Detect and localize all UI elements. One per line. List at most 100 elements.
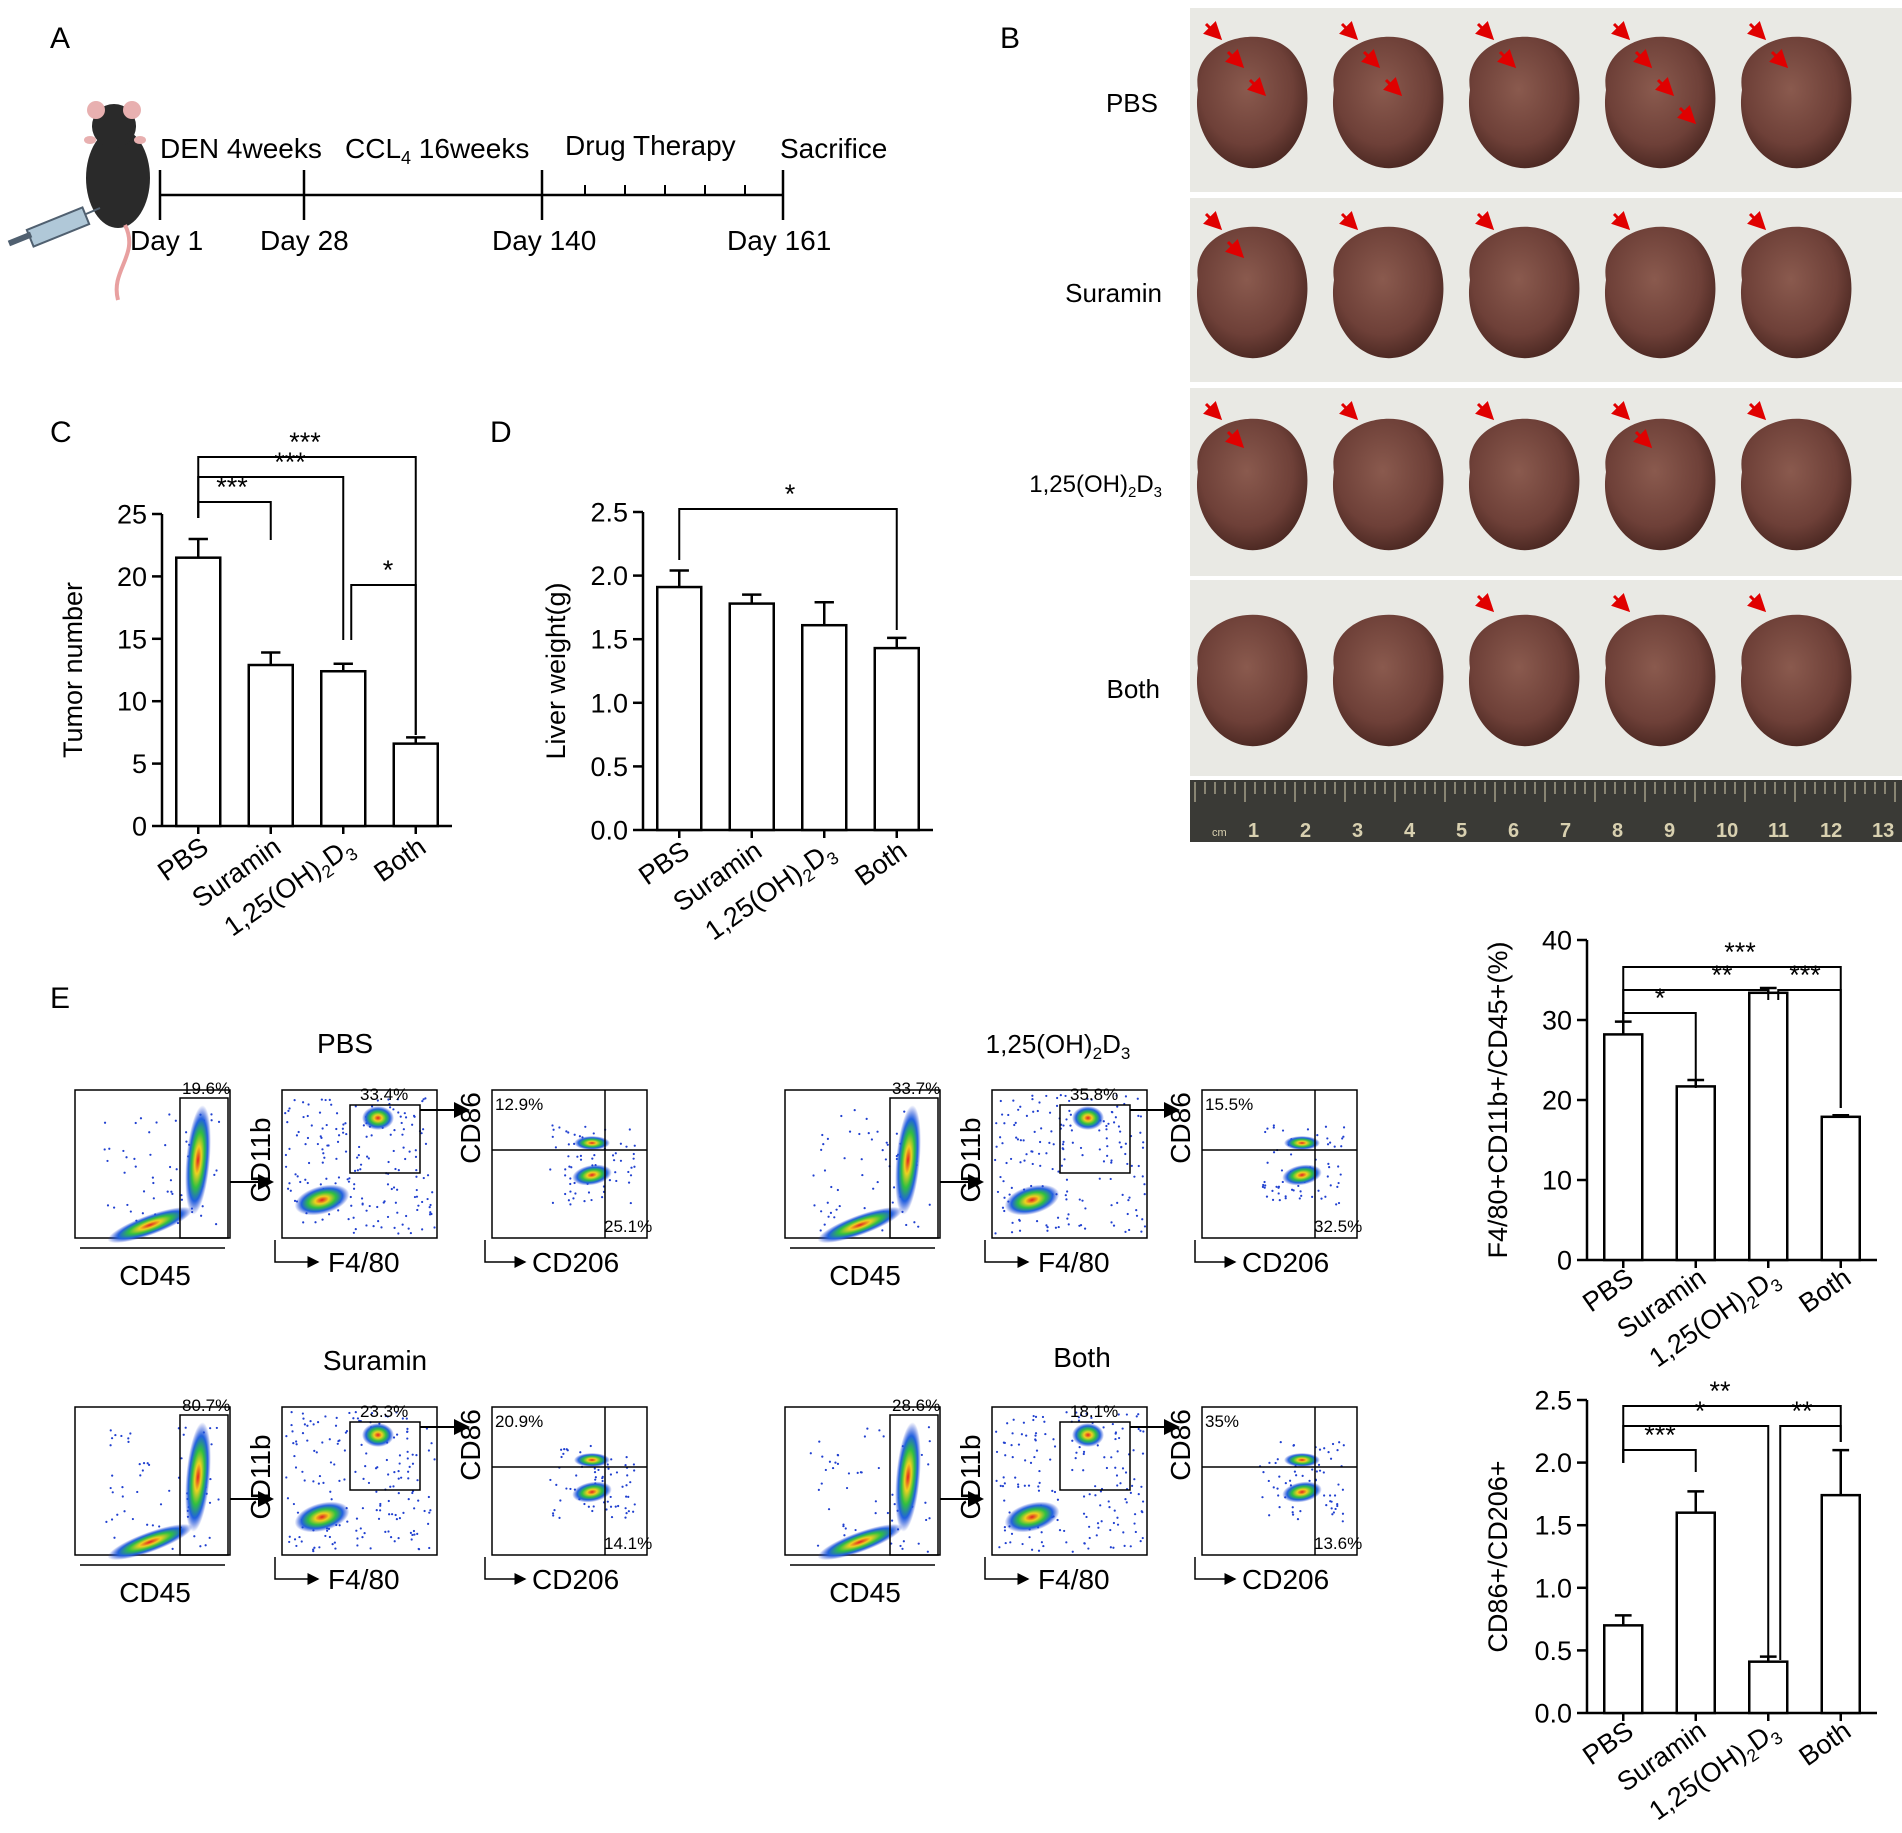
event-dot <box>1137 1114 1140 1117</box>
cd11b-axis-label: CD11b <box>955 1434 986 1519</box>
event-dot <box>318 1111 322 1114</box>
event-dot <box>113 1206 116 1209</box>
event-dot <box>184 1426 187 1429</box>
event-dot <box>108 1147 111 1150</box>
event-dot <box>336 1442 339 1445</box>
event-dot <box>1129 1545 1132 1548</box>
event-dot <box>1037 1152 1041 1155</box>
event-dot <box>1261 1496 1264 1499</box>
event-dot <box>393 1540 396 1543</box>
event-dot <box>1120 1146 1123 1149</box>
event-dot <box>106 1204 110 1207</box>
event-dot <box>822 1143 825 1146</box>
event-dot <box>389 1106 392 1109</box>
event-dot <box>379 1504 382 1507</box>
event-dot <box>1277 1185 1281 1188</box>
event-dot <box>1266 1161 1269 1164</box>
event-dot <box>826 1201 829 1204</box>
event-dot <box>579 1158 583 1161</box>
event-dot <box>1065 1541 1068 1544</box>
event-dot <box>609 1495 612 1499</box>
event-dot <box>348 1177 351 1180</box>
event-dot <box>927 1426 931 1429</box>
tumor-arrow <box>1225 429 1245 449</box>
event-dot <box>1316 1134 1319 1137</box>
event-dot <box>885 1141 888 1144</box>
event-dot <box>109 1486 112 1490</box>
event-dot <box>415 1195 419 1198</box>
density-cluster <box>1004 1501 1060 1533</box>
event-dot <box>831 1466 835 1470</box>
event-dot <box>406 1427 409 1430</box>
event-dot <box>1049 1458 1052 1461</box>
event-dot <box>333 1463 336 1466</box>
event-dot <box>361 1203 364 1206</box>
event-dot <box>1281 1180 1284 1184</box>
event-dot <box>1126 1162 1129 1166</box>
event-dot <box>1038 1469 1041 1473</box>
significance-label: ** <box>1709 1376 1731 1406</box>
event-dot <box>593 1467 596 1470</box>
event-dot <box>1318 1469 1322 1472</box>
y-tick-label: 0 <box>1557 1245 1572 1275</box>
event-dot <box>1032 1110 1035 1113</box>
event-dot <box>313 1546 316 1549</box>
significance-bracket <box>350 584 417 735</box>
event-dot <box>1099 1490 1103 1493</box>
event-dot <box>182 1433 185 1436</box>
event-dot <box>994 1232 997 1235</box>
cd86-plot <box>1201 1089 1358 1239</box>
event-dot <box>321 1127 324 1130</box>
event-dot <box>329 1461 333 1464</box>
event-dot <box>406 1430 409 1433</box>
event-dot <box>401 1417 404 1420</box>
event-dot <box>151 1176 154 1179</box>
event-dot <box>1075 1411 1078 1414</box>
event-dot <box>627 1170 630 1174</box>
bar <box>801 623 848 832</box>
event-dot <box>390 1513 394 1516</box>
event-dot <box>899 1544 902 1548</box>
cd86-axis-label: CD86 <box>1165 1409 1196 1481</box>
tumor-arrow <box>1475 401 1495 421</box>
event-dot <box>619 1142 622 1145</box>
event-dot <box>612 1159 616 1162</box>
liver-specimen <box>1196 226 1308 359</box>
event-dot <box>1002 1476 1005 1479</box>
significance-label: *** <box>274 447 306 477</box>
event-dot <box>344 1150 348 1153</box>
event-dot <box>324 1098 327 1102</box>
event-dot <box>364 1465 367 1468</box>
event-dot <box>996 1190 1000 1194</box>
event-dot <box>902 1540 905 1543</box>
event-dot <box>823 1169 827 1172</box>
event-dot <box>1263 1180 1266 1184</box>
event-dot <box>1067 1213 1070 1216</box>
y-tick-label: 1.0 <box>1534 1573 1572 1603</box>
event-dot <box>617 1504 620 1508</box>
event-dot <box>116 1513 119 1516</box>
liver-specimen <box>1740 418 1852 551</box>
flow-group-title-part: 3 <box>1121 1044 1130 1063</box>
cd86-axis-label: CD86 <box>1165 1092 1196 1164</box>
event-dot <box>397 1477 400 1480</box>
event-dot <box>392 1149 395 1153</box>
event-dot <box>625 1145 628 1148</box>
event-dot <box>1296 1518 1300 1521</box>
event-dot <box>826 1137 829 1140</box>
density-cluster <box>1284 1136 1320 1150</box>
event-dot <box>876 1130 879 1133</box>
bar <box>1820 1493 1861 1715</box>
event-dot <box>1023 1484 1026 1487</box>
event-dot <box>106 1159 109 1163</box>
y-tick-label: 5 <box>132 749 147 779</box>
event-dot <box>1119 1482 1122 1485</box>
y-tick-label: 40 <box>1542 925 1572 955</box>
event-dot <box>304 1143 307 1146</box>
event-dot <box>575 1474 578 1477</box>
event-dot <box>110 1518 114 1521</box>
event-dot <box>844 1527 847 1530</box>
event-dot <box>1139 1115 1143 1118</box>
event-dot <box>1133 1175 1136 1178</box>
event-dot <box>370 1134 373 1137</box>
